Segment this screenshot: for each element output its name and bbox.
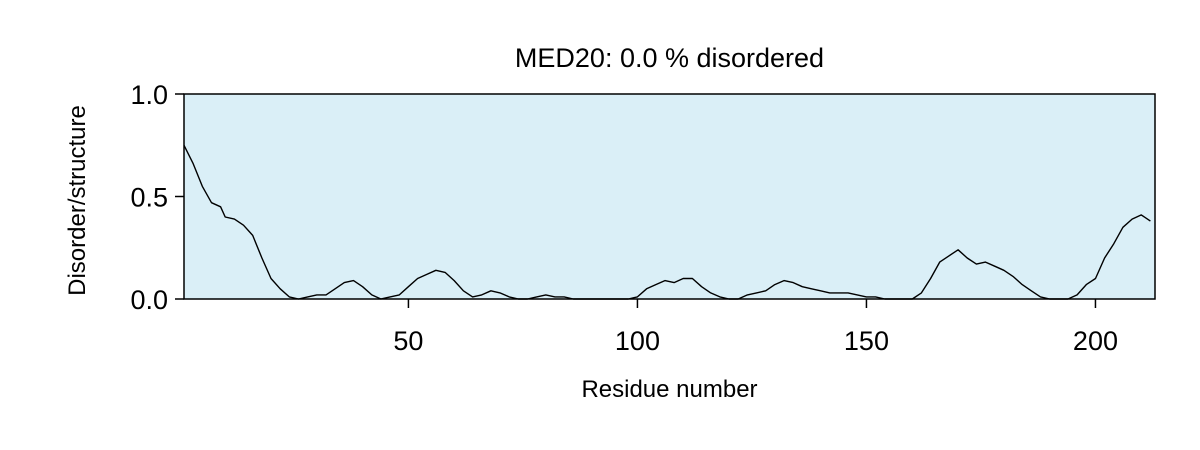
series-layer [183, 144, 1151, 300]
x-axis-label: Residue number [581, 376, 757, 403]
plot-background [184, 94, 1155, 299]
y-tick-label: 0.5 [130, 183, 168, 213]
y-axis-label: Disorder/structure [64, 105, 91, 296]
y-tick-label: 1.0 [130, 80, 168, 110]
y-axis-ticks: 0.0 0.5 1.0 [130, 80, 184, 315]
y-tick-label: 0.0 [130, 285, 168, 315]
series-line-0 [183, 144, 1151, 300]
x-tick-label: 100 [615, 326, 660, 356]
x-tick-label: 150 [844, 326, 889, 356]
x-tick-label: 50 [393, 326, 423, 356]
x-axis-ticks: 50 100 150 200 [393, 299, 1118, 356]
chart-title: MED20: 0.0 % disordered [515, 43, 824, 73]
x-tick-label: 200 [1073, 326, 1118, 356]
